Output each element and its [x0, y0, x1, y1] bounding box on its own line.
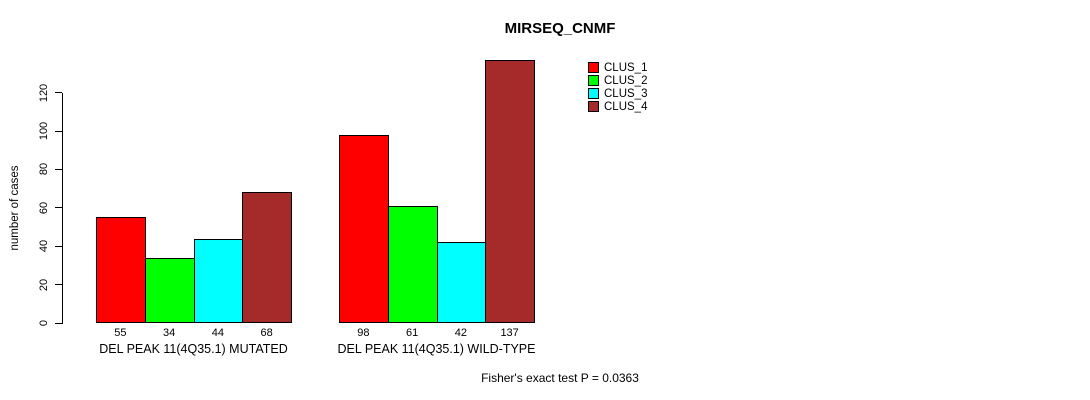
bar-value-label: 55	[114, 327, 127, 339]
y-axis-tick-label: 120	[38, 83, 50, 102]
bar-value-label: 68	[260, 327, 273, 339]
legend-label: CLUS_1	[604, 61, 648, 74]
annotation-text: Fisher's exact test P = 0.0363	[481, 371, 639, 385]
bar-value-label: 61	[406, 327, 419, 339]
bar-clus_4	[242, 192, 292, 323]
y-axis-title: number of cases	[9, 165, 21, 251]
y-axis-tick	[55, 284, 62, 286]
bar-value-label: 98	[357, 327, 370, 339]
bar-clus_2	[387, 205, 438, 323]
bar-value-label: 137	[500, 327, 519, 339]
legend-item: CLUS_3	[588, 87, 647, 100]
legend-item: CLUS_1	[588, 61, 647, 74]
y-axis-tick	[55, 207, 62, 209]
y-axis-tick-label: 100	[38, 121, 50, 141]
legend-item: CLUS_4	[588, 100, 647, 113]
y-axis-tick	[55, 168, 62, 170]
group-label: DEL PEAK 11(4Q35.1) WILD-TYPE	[337, 342, 536, 356]
bar-value-label: 42	[454, 327, 467, 339]
legend-label: CLUS_2	[604, 74, 648, 87]
legend: CLUS_1 CLUS_2 CLUS_3 CLUS_4	[588, 61, 647, 113]
bar-clus_3	[193, 238, 244, 323]
bar-clus_1	[96, 217, 146, 323]
legend-swatch-clus_2	[588, 75, 599, 86]
y-axis-tick-label: 80	[38, 163, 50, 176]
y-axis-tick-label: 40	[38, 240, 50, 253]
bar-clus_2	[144, 257, 195, 323]
y-axis-tick	[55, 92, 62, 94]
legend-swatch-clus_4	[588, 101, 599, 112]
legend-swatch-clus_3	[588, 88, 599, 99]
legend-item: CLUS_2	[588, 74, 647, 87]
bar-clus_1	[339, 134, 389, 323]
legend-label: CLUS_3	[604, 87, 648, 100]
bar-clus_3	[436, 242, 487, 323]
legend-swatch-clus_1	[588, 62, 599, 73]
y-axis-tick-label: 60	[38, 201, 50, 214]
y-axis-tick-label: 0	[38, 319, 50, 327]
bar-value-label: 44	[211, 327, 224, 339]
y-axis-tick	[55, 322, 62, 324]
group-label: DEL PEAK 11(4Q35.1) MUTATED	[99, 342, 288, 356]
legend-label: CLUS_4	[604, 100, 648, 113]
bar-clus_4	[485, 59, 535, 323]
y-axis-line	[62, 93, 63, 324]
chart-title: MIRSEQ_CNMF	[504, 20, 616, 37]
y-axis-tick	[55, 245, 62, 247]
bar-value-label: 34	[163, 327, 176, 339]
y-axis-tick-label: 20	[38, 278, 50, 291]
y-axis-tick	[55, 130, 62, 132]
